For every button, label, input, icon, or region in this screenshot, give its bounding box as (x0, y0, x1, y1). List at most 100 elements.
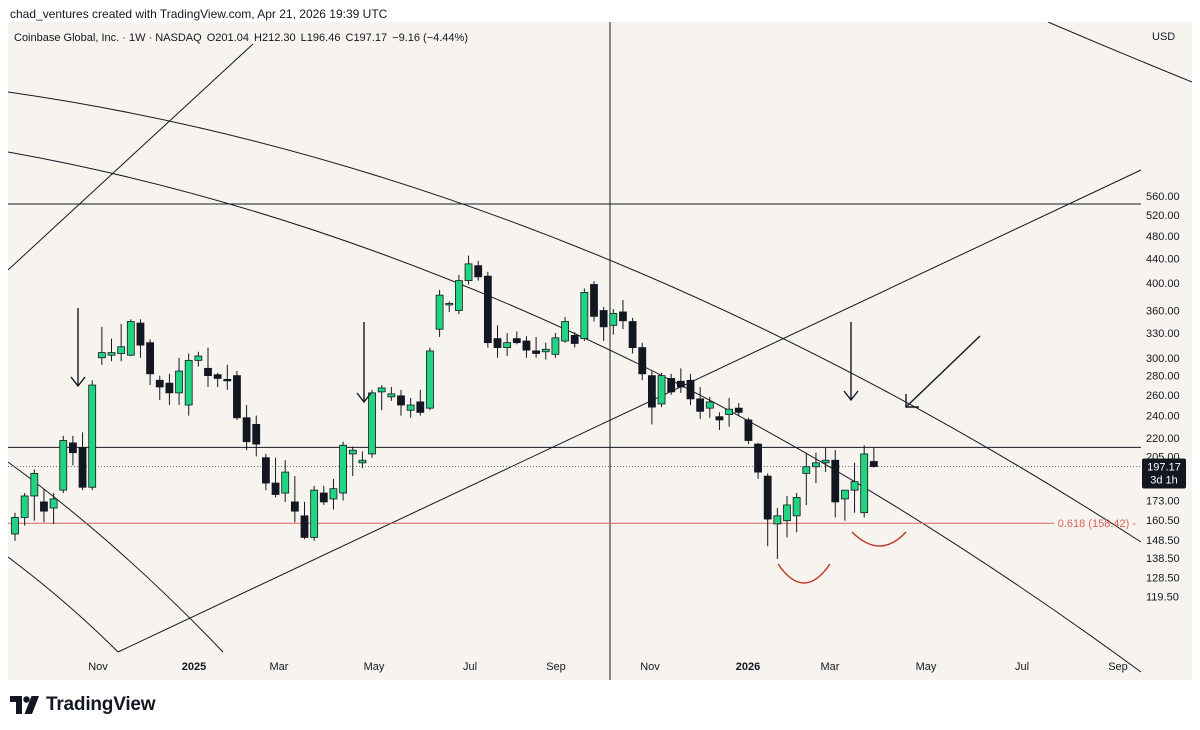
candle-body-down (686, 379, 695, 400)
candle-body-up (310, 489, 319, 538)
candle-body-up (107, 352, 116, 356)
candle (860, 445, 869, 518)
candle (20, 493, 29, 526)
candle-body-up (657, 375, 666, 405)
candle (329, 478, 338, 510)
candle-body-up (454, 280, 463, 311)
tradingview-logo[interactable]: TradingView (10, 694, 156, 716)
legend-close: C197.17 (345, 32, 388, 44)
candle (445, 301, 454, 312)
candle (368, 389, 376, 458)
candle (599, 306, 608, 342)
candle (812, 452, 820, 484)
candle (233, 371, 241, 420)
last-price-tag (1142, 458, 1186, 489)
candle (387, 386, 396, 401)
y-tick-label: 148.50 (1146, 535, 1180, 547)
candle-body-up (725, 408, 733, 415)
x-tick-label: Mar (821, 661, 840, 673)
candle (88, 380, 97, 491)
y-tick-label: 360.00 (1146, 306, 1180, 318)
candle-body-down (483, 275, 492, 344)
candle-body-up (426, 350, 434, 409)
trend-curve-1 (7, 91, 1142, 543)
candle-body-up (358, 459, 367, 464)
diagonal-arrow-shaft (905, 335, 981, 408)
candle (223, 364, 232, 390)
candle-body-up (126, 321, 135, 356)
candle-body-up (175, 370, 183, 394)
candle (686, 373, 695, 406)
candle (763, 473, 772, 547)
candle (97, 326, 106, 365)
y-tick-label: 128.50 (1146, 572, 1180, 584)
candle-body-down (754, 443, 762, 473)
candle-body-down (40, 501, 48, 512)
candle (30, 469, 39, 521)
candle-body-up (184, 359, 193, 406)
candle (792, 493, 801, 533)
candle-body-down (271, 482, 280, 495)
y-tick-label: 220.00 (1146, 433, 1180, 445)
price-chart[interactable]: 560.00 520.00 480.00 440.00 400.00 360.00 330.… (7, 21, 1193, 680)
candle (290, 476, 299, 523)
candle (609, 309, 618, 335)
candle-body-up (406, 404, 415, 411)
y-tick-label: 260.00 (1146, 390, 1180, 402)
candle (657, 372, 666, 408)
candle (252, 415, 261, 457)
candle-body-up (541, 348, 550, 353)
trend-curve-5 (117, 169, 1142, 653)
candle-body-down (638, 347, 647, 375)
candle (339, 441, 348, 501)
candle-body-down (213, 374, 222, 379)
candle (580, 288, 589, 342)
candle (821, 447, 830, 473)
currency-label: USD (1152, 31, 1175, 43)
candle (754, 442, 762, 479)
legend-high: H212.30 (254, 32, 296, 44)
candle-body-up (445, 303, 454, 306)
candle (705, 396, 714, 418)
candle (869, 447, 878, 468)
candle (628, 317, 637, 354)
candle (551, 333, 560, 358)
candle-body-down (78, 447, 87, 488)
x-tick-label: Nov (88, 661, 108, 673)
candle (435, 289, 444, 338)
candle-body-down (869, 461, 878, 467)
candle-body-down (512, 338, 521, 344)
candle-body-up (49, 498, 58, 509)
candle-body-up (30, 473, 39, 497)
candle-body-up (821, 459, 830, 464)
candle (715, 412, 724, 431)
bottom-arc-2 (851, 531, 907, 547)
y-tick-label: 300.00 (1146, 353, 1180, 365)
candle (242, 405, 251, 451)
candle (512, 331, 521, 345)
candle-body-down (397, 395, 405, 406)
candle (126, 319, 135, 357)
trend-curve-4 (7, 556, 119, 653)
x-tick-label: 2025 (182, 661, 206, 673)
candle (841, 489, 849, 521)
candle-body-down (136, 322, 145, 346)
y-tick-label: 440.00 (1146, 254, 1180, 266)
candle-body-down (532, 350, 540, 354)
candle-body-up (194, 355, 203, 361)
candle-body-up (792, 497, 801, 517)
candle-body-up (117, 346, 126, 354)
candle-body-down (734, 407, 743, 413)
candle (358, 451, 367, 469)
candle-body-up (88, 384, 97, 488)
candle-body-down (165, 382, 174, 394)
tradingview-logo-text: TradingView (46, 694, 156, 715)
y-tick-label: 280.00 (1146, 371, 1180, 383)
candle (831, 450, 840, 518)
candle-body-down (744, 419, 753, 441)
candle (474, 260, 483, 281)
candle-body-down (493, 338, 502, 348)
y-tick-label: 119.50 (1146, 591, 1179, 603)
y-tick-label: 160.50 (1146, 515, 1180, 527)
candle (561, 317, 569, 343)
